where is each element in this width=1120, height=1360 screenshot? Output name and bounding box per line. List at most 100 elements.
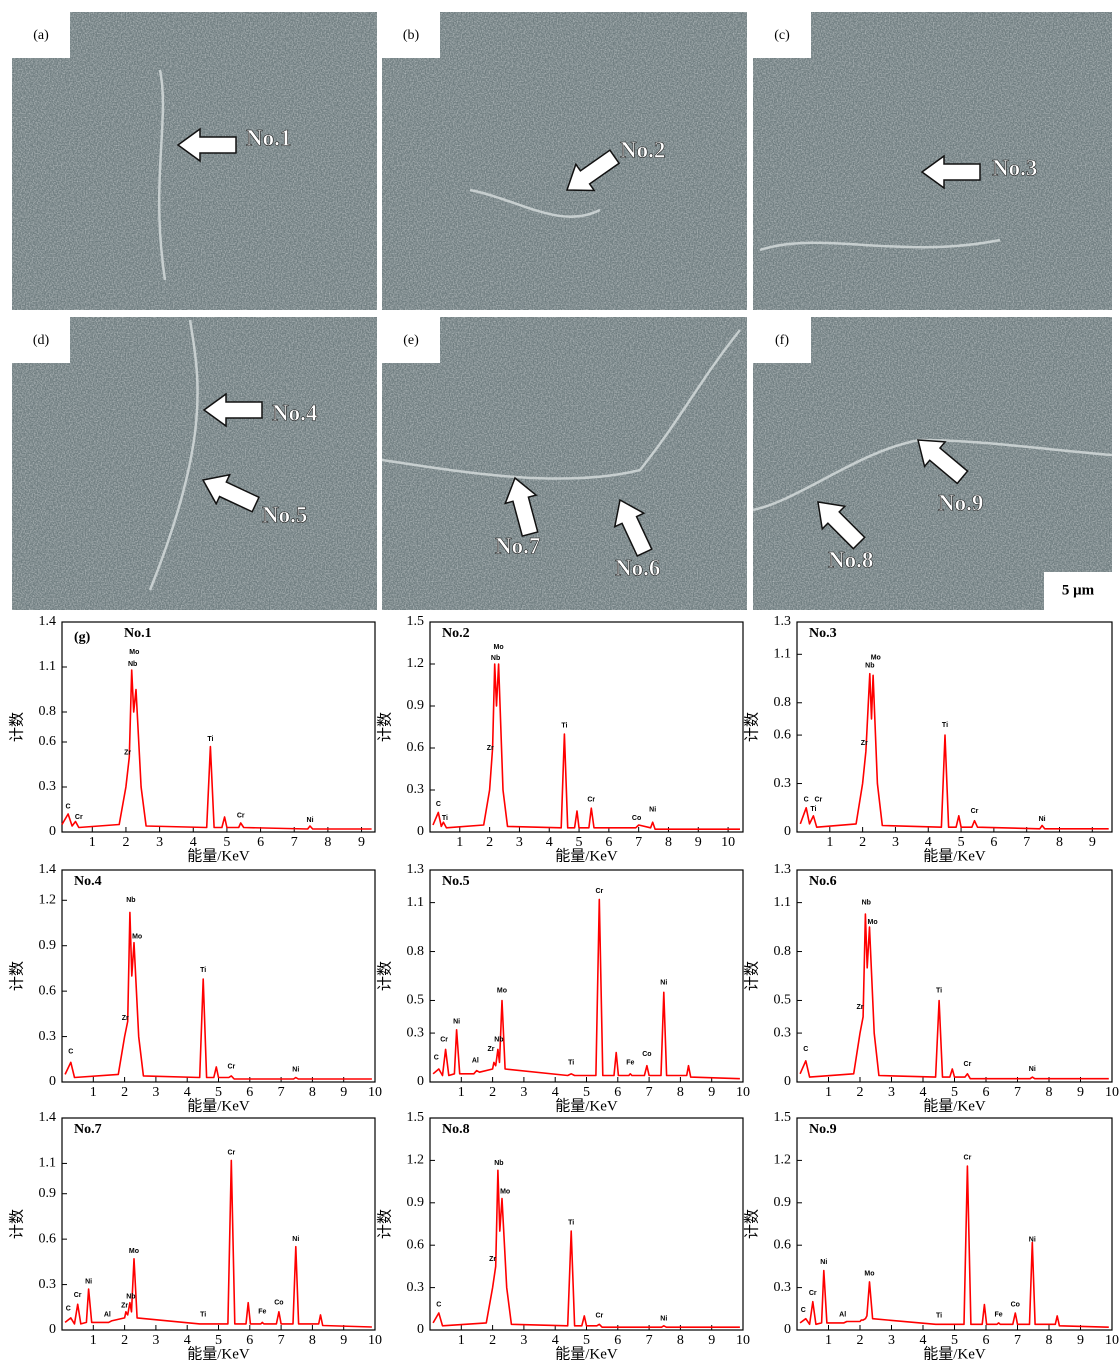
y-tick-label: 0: [417, 824, 424, 839]
x-axis-label: 能量/KeV: [187, 1097, 250, 1114]
x-tick-label: 8: [324, 835, 331, 850]
x-tick-label: 7: [1014, 1333, 1021, 1348]
x-axis-label: 能量/KeV: [923, 1345, 986, 1360]
peak-label: Mo: [497, 988, 507, 995]
y-tick-label: 0.5: [774, 993, 792, 1008]
x-tick-label: 7: [646, 1333, 653, 1348]
x-tick-label: 7: [278, 1085, 285, 1100]
x-tick-label: 1: [458, 1085, 465, 1100]
chart-title: No.4: [74, 874, 102, 889]
x-tick-label: 10: [368, 1333, 382, 1348]
grain-boundary: [381, 329, 741, 480]
marker-label: No.4: [272, 400, 318, 425]
peak-label: Nb: [491, 655, 500, 662]
x-tick-label: 10: [1105, 1333, 1119, 1348]
peak-label: C: [434, 1054, 439, 1061]
y-tick-label: 0.9: [39, 938, 57, 953]
y-tick-label: 0.9: [407, 698, 425, 713]
peak-label: Nb: [494, 1160, 503, 1167]
label-box: [12, 317, 70, 363]
x-tick-label: 2: [121, 1333, 128, 1348]
peak-label: Cr: [227, 1150, 235, 1157]
y-tick-label: 0.8: [39, 704, 57, 719]
chart-title: No.2: [442, 626, 470, 641]
panel-label: (b): [403, 28, 420, 43]
x-tick-label: 2: [121, 1085, 128, 1100]
y-tick-label: 0.8: [407, 944, 425, 959]
peak-label: Cr: [971, 808, 979, 815]
peak-label: Cr: [227, 1064, 235, 1071]
y-tick-label: 0.5: [407, 993, 425, 1008]
peak-label: Mo: [864, 1270, 874, 1277]
x-tick-label: 5: [215, 1333, 222, 1348]
peak-label: Mo: [868, 919, 878, 926]
peak-label: Co: [1011, 1301, 1020, 1308]
peak-label: Mo: [871, 654, 881, 661]
y-tick-label: 1.3: [774, 862, 792, 877]
y-tick-label: 1.2: [407, 1153, 425, 1168]
y-tick-label: 0: [49, 1074, 56, 1089]
y-tick-label: 1.1: [39, 659, 57, 674]
peak-label: Ni: [1039, 816, 1046, 823]
x-tick-label: 5: [583, 1333, 590, 1348]
peak-label: Mo: [500, 1188, 510, 1195]
x-tick-label: 6: [246, 1333, 253, 1348]
x-tick-label: 2: [489, 1085, 496, 1100]
y-axis-label: 计数: [376, 961, 393, 991]
peak-label: Zr: [861, 740, 868, 747]
x-tick-label: 5: [951, 1333, 958, 1348]
peak-label: Cr: [440, 1036, 448, 1043]
x-tick-label: 9: [1089, 835, 1096, 850]
peak-label: Co: [642, 1051, 651, 1058]
y-axis-label: 计数: [8, 712, 25, 742]
y-tick-label: 0.3: [407, 1025, 425, 1040]
y-tick-label: 1.1: [774, 647, 792, 662]
chart-title: No.5: [442, 874, 470, 889]
peak-label: Fe: [258, 1309, 266, 1316]
x-tick-label: 9: [1077, 1085, 1084, 1100]
peak-label: Al: [839, 1311, 846, 1318]
label-box: [382, 317, 440, 363]
peak-label: Nb: [126, 897, 135, 904]
sem-texture: [382, 317, 747, 610]
sem-texture: [12, 12, 377, 310]
x-tick-label: 2: [489, 1333, 496, 1348]
peak-label: Ni: [660, 979, 667, 986]
x-tick-label: 8: [309, 1333, 316, 1348]
x-tick-label: 7: [291, 835, 298, 850]
peak-label: Cr: [964, 1061, 972, 1068]
grain-boundary: [148, 319, 199, 591]
x-tick-label: 4: [920, 1333, 927, 1348]
y-tick-label: 1.1: [39, 1156, 57, 1171]
x-tick-label: 3: [892, 835, 899, 850]
chart-title: No.9: [809, 1122, 837, 1137]
panel-label: (f): [775, 333, 789, 348]
peak-label: Cr: [814, 797, 822, 804]
peak-label: Ti: [942, 722, 948, 729]
peak-label: C: [436, 1301, 441, 1308]
x-tick-label: 1: [456, 835, 463, 850]
x-tick-label: 9: [708, 1085, 715, 1100]
marker-label: No.7: [495, 533, 540, 558]
peak-label: Mo: [129, 649, 139, 656]
x-tick-label: 5: [583, 1085, 590, 1100]
peak-label: Ni: [307, 817, 314, 824]
x-tick-label: 1: [825, 1085, 832, 1100]
marker-label: No.9: [938, 490, 983, 515]
y-tick-label: 0.6: [407, 1237, 425, 1252]
y-tick-label: 0.9: [39, 1186, 57, 1201]
peak-label: Fe: [626, 1059, 634, 1066]
plot-frame: [796, 621, 1113, 833]
panel-label: (d): [33, 333, 50, 348]
x-tick-label: 1: [89, 835, 96, 850]
marker-label: No.2: [620, 137, 665, 162]
y-tick-label: 1.3: [774, 614, 792, 629]
x-tick-label: 5: [958, 835, 965, 850]
x-tick-label: 6: [257, 835, 264, 850]
x-tick-label: 1: [458, 1333, 465, 1348]
y-tick-label: 0.3: [39, 1277, 57, 1292]
peak-label: Ni: [649, 806, 656, 813]
x-tick-label: 6: [990, 835, 997, 850]
panel-label: (a): [33, 28, 49, 43]
y-tick-label: 1.5: [407, 614, 425, 629]
